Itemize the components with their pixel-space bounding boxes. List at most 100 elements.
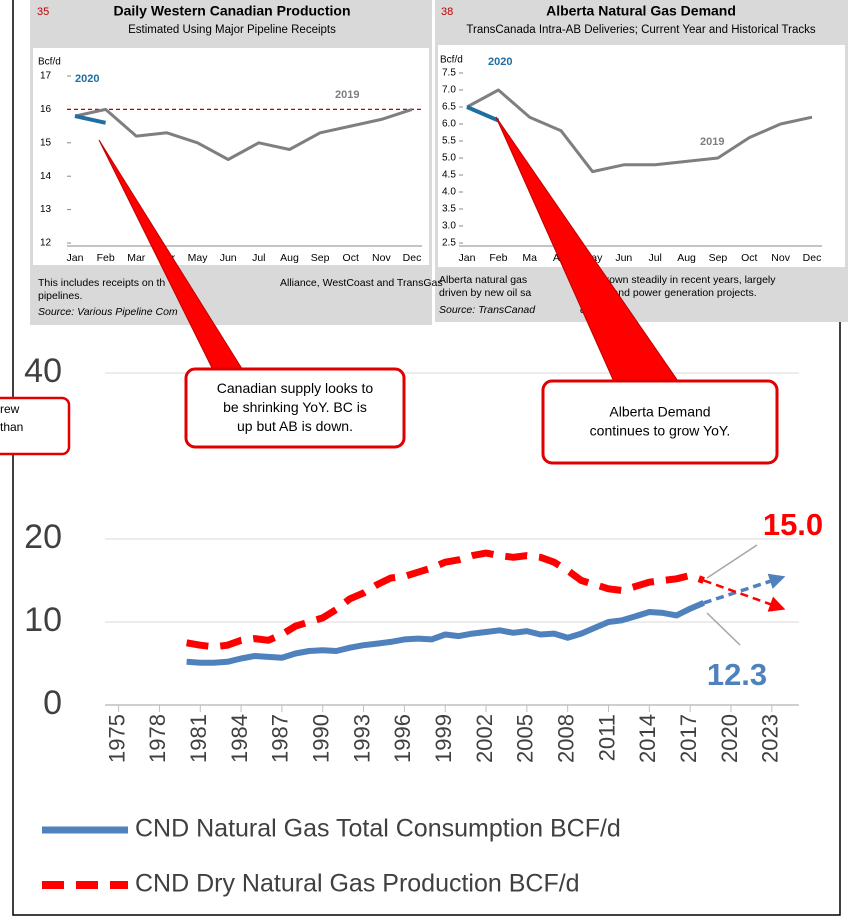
inset-x-tick-label: Dec [403,252,422,264]
inset-series-line [74,114,107,125]
series-line [186,600,705,666]
x-tick-label: 1987 [268,714,293,763]
inset-x-tick-label: Nov [771,252,790,264]
leader-line [706,612,741,646]
inset-number: 35 [37,6,49,18]
inset-x-tick-label: Aug [677,252,696,264]
inset-x-tick-label: Nov [372,252,391,264]
inset-subtitle: TransCanada Intra-AB Deliveries; Current… [466,24,815,36]
inset-series-label: 2019 [335,89,359,101]
inset-x-tick-label: Jun [615,252,632,264]
x-tick-label: 1984 [227,714,252,763]
callout-box [184,367,406,449]
inset-note: and and power generation projects. [592,287,757,299]
y-tick-label: 10 [24,601,62,639]
inset-y-tick-label: 6.5 [442,102,456,113]
inset-y-tick-label: 5.0 [442,153,456,164]
inset-number: 38 [441,6,453,18]
x-tick-label: 1990 [309,714,334,763]
x-tick-label: 1981 [186,714,211,763]
x-tick-label: 1993 [349,714,374,763]
inset-x-tick-label: Jul [252,252,265,264]
projection-arrow [767,596,786,612]
inset-x-tick-label: Dec [803,252,822,264]
inset-y-tick-label: 17 [40,71,52,82]
inset-note: Alberta natural gas [439,274,527,286]
callout-text: Alberta Demand continues to grow YoY. [590,403,731,438]
inset-series-line [466,88,813,174]
inset-x-tick-label: Ma [522,252,537,264]
inset-x-tick-label: Jun [220,252,237,264]
inset-series-label: 2020 [75,73,99,85]
inset-x-tick-label: Jan [67,252,84,264]
inset-note: Alliance, WestCoast and TransGas [280,277,443,289]
inset-title: Alberta Natural Gas Demand [546,3,736,19]
inset-y-tick-label: 13 [40,204,52,215]
x-tick-label: 2017 [676,714,701,763]
inset-note: This includes receipts on th [38,277,165,289]
inset-plot-bg [438,45,845,267]
inset-note: pipelines. [38,290,82,302]
inset-y-tick-label: 6.0 [442,119,456,130]
inset-source: Source: TransCanad [439,304,536,316]
inset-x-tick-label: Jul [648,252,661,264]
inset-x-tick-label: Sep [311,252,330,264]
inset-note: has grown steadily in recent years, larg… [580,274,776,286]
inset-y-tick-label: 7.5 [442,68,456,79]
inset-series-label: 2020 [488,56,512,68]
x-tick-label: 2008 [553,714,578,763]
inset-x-tick-label: Oct [741,252,757,264]
x-tick-label: 1999 [431,714,456,763]
inset-series-label: 2019 [700,136,724,148]
inset-y-tick-label: 4.5 [442,170,456,181]
partial-callout-text: rew [0,402,20,416]
y-tick-label: 0 [43,684,62,722]
partial-callout [0,396,71,456]
x-tick-label: 2020 [717,714,742,763]
inset-x-tick-label: Jan [459,252,476,264]
inset-y-tick-label: 7.0 [442,85,456,96]
inset-chart: 38 Alberta Natural Gas Demand TransCanada … [439,3,822,316]
x-tick-label: 2002 [472,714,497,763]
callouts: rew than Canadian supply looks to be shrink… [0,116,779,465]
partial-callout-text: than [0,420,23,434]
x-tick-label: 2011 [594,714,619,761]
inset-title: Daily Western Canadian Production [113,3,350,19]
inset-y-tick-label: 4.0 [442,187,456,198]
x-tick-label: 1978 [145,714,170,763]
legend-label: CND Dry Natural Gas Production BCF/d [135,870,580,898]
inset-x-tick-label: May [188,252,209,264]
inset-y-tick-label: 14 [40,171,52,182]
inset-x-tick-label: Oct [343,252,359,264]
end-label: 15.0 [763,507,823,542]
end-label: 12.3 [707,657,767,692]
callout-text: Canadian supply looks to be shrinking YoY… [217,380,374,434]
inset-subtitle: Estimated Using Major Pipeline Receipts [128,24,336,36]
callout-box [541,379,779,465]
leader-line [706,544,758,579]
inset-y-tick-label: 3.5 [442,204,456,215]
series-line [185,549,705,651]
inset-y-tick-label: 15 [40,137,52,148]
inset-x-tick-label: Mar [127,252,146,264]
x-tick-label: 2014 [635,714,660,763]
inset-y-unit: Bcf/d [440,55,463,66]
legend-label: CND Natural Gas Total Consumption BCF/d [135,815,621,843]
y-tick-label: 20 [24,518,62,556]
inset-series-line [74,107,413,161]
x-tick-label: 2023 [758,714,783,763]
projection-arrow [767,573,786,589]
inset-x-tick-label: Feb [489,252,507,264]
inset-note: driven by new oil sa [439,287,531,299]
x-tick-label: 1996 [390,714,415,763]
inset-y-unit: Bcf/d [38,57,61,68]
x-tick-label: 2005 [513,714,538,763]
inset-y-tick-label: 16 [40,104,52,115]
inset-x-tick-label: Sep [709,252,728,264]
inset-y-tick-label: 5.5 [442,136,456,147]
inset-series-line [466,105,500,123]
x-tick-label: 1975 [104,714,129,763]
inset-y-tick-label: 12 [40,238,52,249]
inset-y-tick-label: 3.0 [442,221,456,232]
